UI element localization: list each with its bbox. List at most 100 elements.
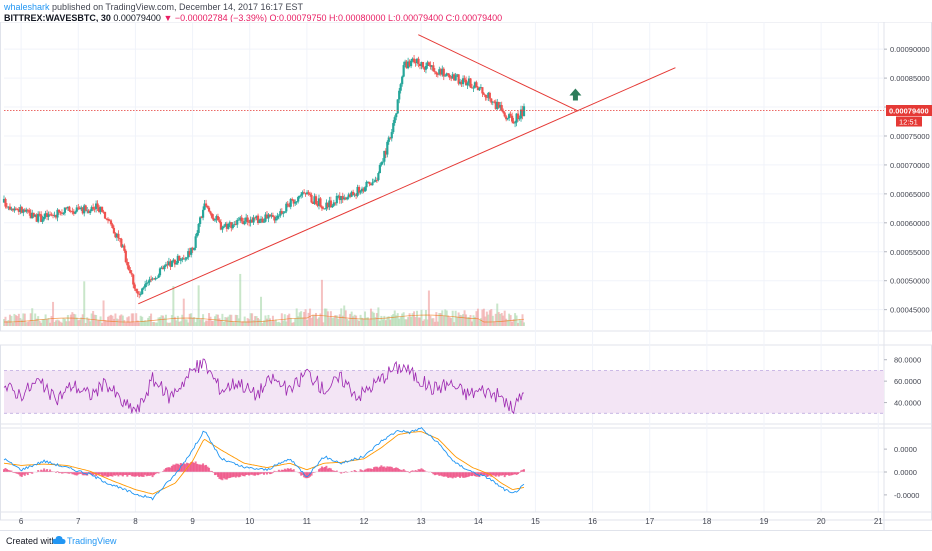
candle-body: [238, 220, 240, 221]
candle-body: [74, 212, 76, 214]
candle-body: [202, 210, 204, 218]
candle-body: [132, 275, 134, 285]
x-tick-label: 18: [702, 517, 711, 526]
candle-body: [206, 206, 208, 208]
candle-body: [178, 256, 180, 261]
candle-body: [135, 289, 137, 291]
candle-body: [244, 221, 246, 224]
candle-body: [307, 192, 309, 193]
candle-body: [410, 61, 412, 67]
candle-body: [394, 117, 396, 123]
y-tick-label: 0.00060000: [890, 219, 930, 228]
candle-body: [376, 180, 378, 181]
candle-body: [315, 196, 317, 204]
x-tick-label: 11: [303, 517, 312, 526]
created-with-text: Created with: [6, 536, 57, 546]
candle-body: [150, 279, 152, 280]
y-tick-label: 0.00090000: [890, 45, 930, 54]
candle-body: [104, 212, 106, 219]
candle-body: [481, 87, 483, 93]
candle-body: [502, 111, 504, 113]
candle-body: [175, 263, 177, 264]
candle-body: [263, 222, 265, 223]
last-price-label: 0.00079400: [889, 107, 929, 116]
candle-body: [221, 227, 223, 229]
candle-body: [134, 285, 136, 289]
candle-body: [377, 173, 379, 180]
candle-body: [484, 95, 486, 97]
candle-body: [472, 88, 474, 89]
x-tick-label: 19: [760, 517, 769, 526]
candle-body: [359, 191, 361, 192]
x-tick-label: 10: [245, 517, 254, 526]
candle-body: [392, 123, 394, 132]
candle-body: [284, 211, 286, 212]
footer: Created with TradingView: [0, 530, 932, 551]
candle-body: [371, 182, 373, 185]
author-link[interactable]: whaleshark: [4, 2, 50, 12]
candle-body: [227, 224, 229, 229]
rsi-tick-label: 60.0000: [894, 377, 921, 386]
volume-bar: [83, 281, 85, 326]
candle-body: [368, 182, 370, 184]
candle-body: [523, 106, 525, 116]
candle-body: [417, 59, 419, 64]
candle-body: [287, 204, 289, 205]
candle-body: [336, 196, 338, 203]
candle-body: [198, 224, 200, 233]
x-tick-label: 16: [588, 517, 597, 526]
candle-body: [163, 266, 165, 269]
candle-body: [129, 270, 131, 273]
candle-body: [217, 216, 219, 220]
candle-body: [391, 132, 393, 138]
candle-body: [92, 207, 94, 209]
candle-body: [365, 182, 367, 187]
candle-body: [501, 105, 503, 111]
candle-body: [58, 210, 60, 212]
candle-body: [113, 228, 115, 233]
candle-body: [128, 265, 130, 270]
candle-body: [205, 203, 207, 205]
candle-body: [435, 72, 437, 74]
candle-body: [214, 219, 216, 220]
candle-body: [331, 206, 333, 207]
candle-body: [463, 78, 465, 79]
candle-body: [97, 203, 99, 207]
candle-body: [37, 214, 39, 222]
candle-body: [434, 71, 436, 72]
tradingview-brand[interactable]: TradingView: [67, 536, 117, 546]
candle-body: [278, 216, 280, 217]
x-tick-label: 8: [133, 517, 138, 526]
candle-body: [147, 282, 149, 283]
y-tick-label: 0.00045000: [890, 306, 930, 315]
candle-body: [449, 75, 451, 78]
candle-body: [517, 114, 519, 119]
candle-body: [294, 202, 296, 203]
candle-body: [380, 162, 382, 165]
candle-body: [209, 211, 211, 213]
candle-body: [199, 217, 201, 224]
candle-body: [382, 162, 384, 163]
x-tick-label: 6: [19, 517, 24, 526]
candle-body: [398, 91, 400, 100]
candle-body: [144, 284, 146, 287]
candle-body: [437, 74, 439, 75]
rsi-band: [4, 370, 884, 413]
candle-body: [478, 88, 480, 90]
candle-body: [125, 251, 127, 262]
x-tick-label: 15: [531, 517, 540, 526]
candle-body: [68, 207, 70, 211]
candle-body: [346, 197, 348, 199]
candle-body: [141, 289, 143, 295]
candle-body: [218, 220, 220, 222]
candle-body: [282, 213, 284, 214]
candle-body: [223, 226, 225, 227]
candle-body: [171, 261, 173, 267]
candle-body: [401, 77, 403, 85]
candle-body: [275, 219, 277, 221]
candle-body: [137, 291, 139, 294]
chart-header: whaleshark published on TradingView.com,…: [4, 2, 502, 24]
candle-body: [4, 199, 6, 207]
candle-body: [272, 215, 274, 217]
